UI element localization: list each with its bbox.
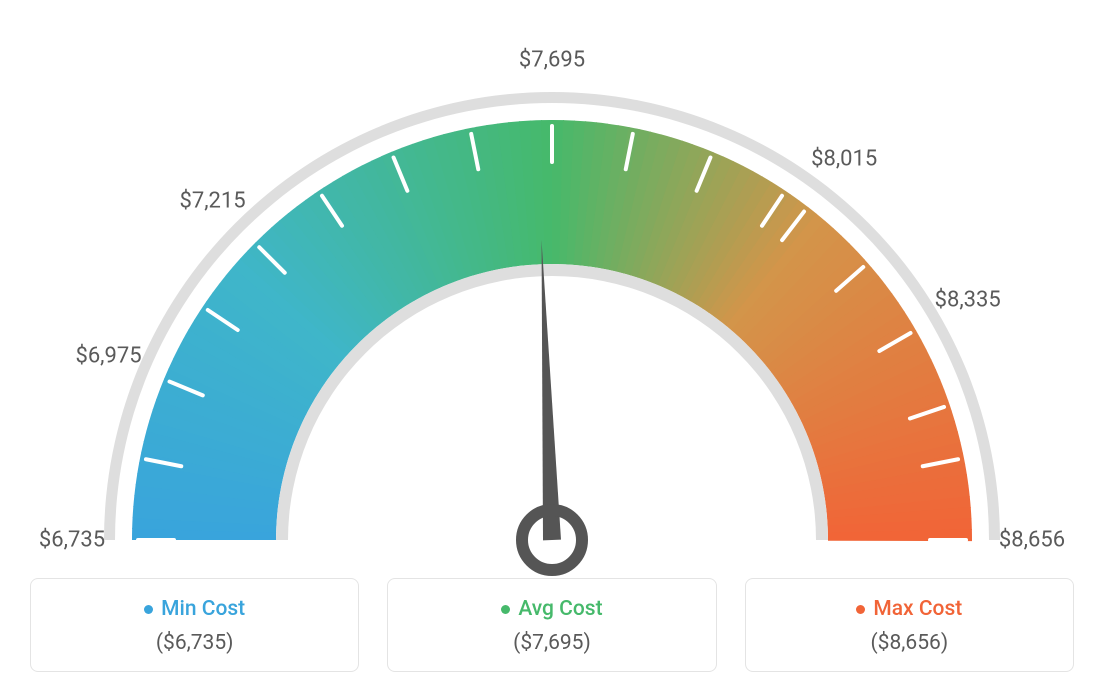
legend-card-max: Max Cost ($8,656)	[745, 578, 1074, 672]
gauge-tick-label: $8,656	[999, 528, 1065, 553]
legend-title-avg-text: Avg Cost	[518, 597, 602, 621]
legend-title-min-text: Min Cost	[161, 597, 245, 621]
legend-value-avg: ($7,695)	[398, 631, 705, 655]
legend-title-min: Min Cost	[144, 597, 245, 621]
legend-row: Min Cost ($6,735) Avg Cost ($7,695) Max …	[0, 578, 1104, 672]
legend-dot-avg	[501, 605, 510, 614]
gauge-tick-label: $7,215	[180, 188, 246, 213]
gauge-tick-label: $8,335	[935, 288, 1001, 313]
legend-value-min: ($6,735)	[41, 631, 348, 655]
gauge-tick-label: $8,015	[811, 147, 877, 172]
gauge-tick-label: $7,695	[519, 48, 585, 73]
legend-dot-max	[856, 605, 865, 614]
legend-title-max: Max Cost	[856, 597, 962, 621]
legend-title-avg: Avg Cost	[501, 597, 602, 621]
legend-card-min: Min Cost ($6,735)	[30, 578, 359, 672]
legend-title-max-text: Max Cost	[873, 597, 962, 621]
gauge-tick-label: $6,975	[75, 344, 141, 369]
legend-value-max: ($8,656)	[756, 631, 1063, 655]
legend-card-avg: Avg Cost ($7,695)	[387, 578, 716, 672]
gauge-tick-label: $6,735	[39, 528, 105, 553]
gauge-chart: $6,735$6,975$7,215$7,695$8,015$8,335$8,6…	[0, 0, 1104, 540]
legend-dot-min	[144, 605, 153, 614]
